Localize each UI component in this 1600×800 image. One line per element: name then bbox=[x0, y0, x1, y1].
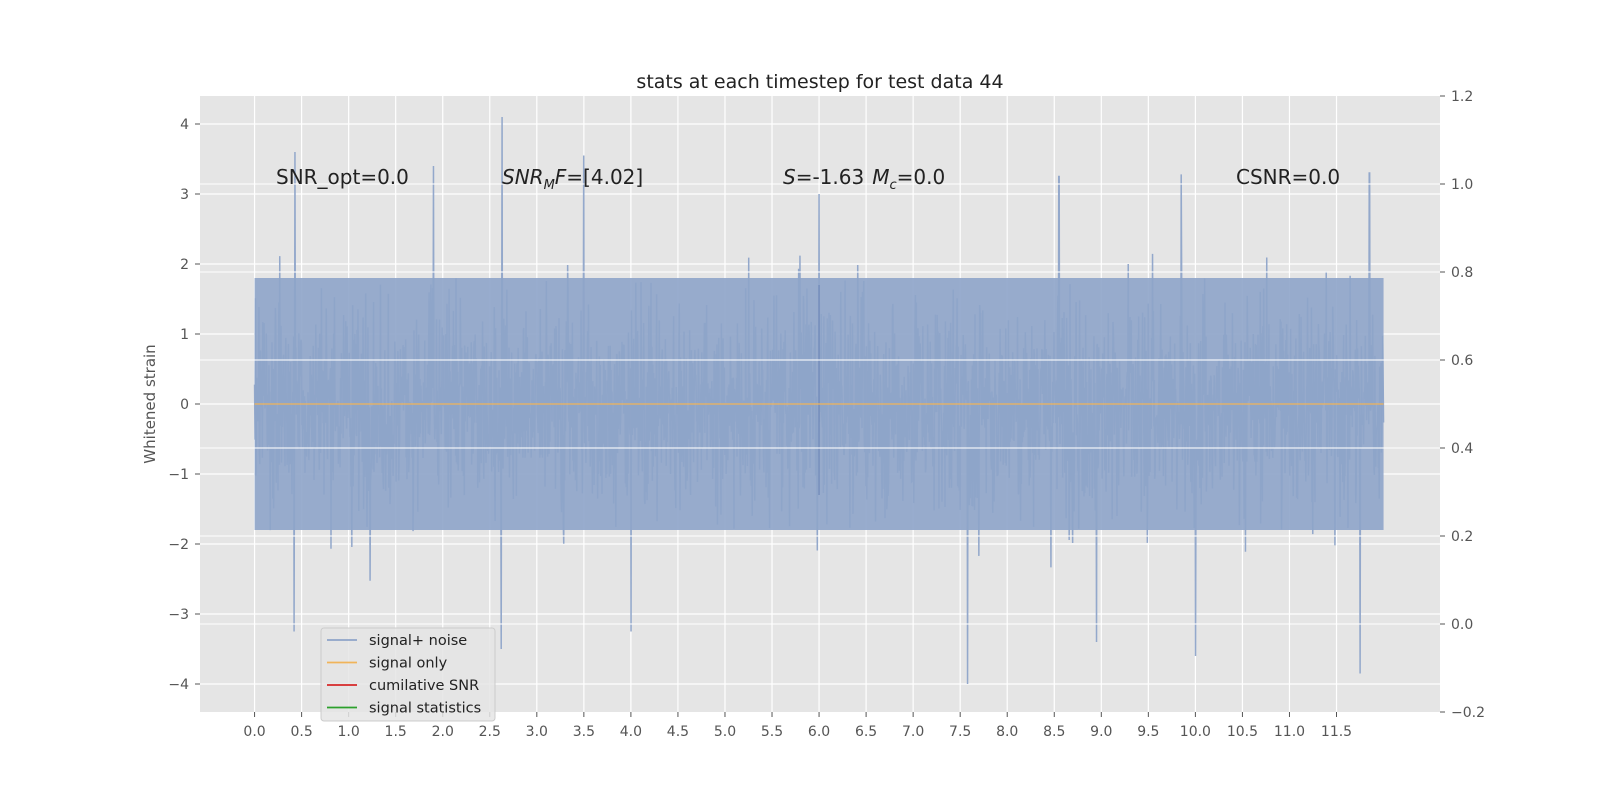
x-tick-label: 11.5 bbox=[1321, 724, 1352, 740]
x-tick-label: 9.0 bbox=[1090, 724, 1112, 740]
x-tick-label: 3.5 bbox=[573, 724, 595, 740]
x-tick-label: 4.0 bbox=[620, 724, 642, 740]
y-tick-label: −2 bbox=[168, 537, 189, 553]
annotation-snr-opt: SNR_opt=0.0 bbox=[276, 165, 409, 189]
y2-tick-label: 1.2 bbox=[1451, 89, 1473, 105]
y2-tick-label: 1.0 bbox=[1451, 177, 1473, 193]
y2-tick-label: 0.2 bbox=[1451, 529, 1473, 545]
x-axis: 0.0 0.5 1.0 1.5 2.0 2.5 3.0 3.5 4.0 4.5 5.0 5.5 6.0 6… bbox=[243, 712, 1352, 740]
annotation-csnr: CSNR=0.0 bbox=[1236, 165, 1340, 189]
x-tick-label: 8.5 bbox=[1043, 724, 1065, 740]
x-tick-label: 8.0 bbox=[996, 724, 1018, 740]
x-tick-label: 1.5 bbox=[385, 724, 407, 740]
y-tick-label: 3 bbox=[180, 187, 189, 203]
secondary-grid bbox=[200, 183, 1440, 625]
annotation-s-label: S bbox=[783, 165, 796, 189]
x-tick-label: 0.5 bbox=[290, 724, 312, 740]
chart-title: stats at each timestep for test data 44 bbox=[636, 71, 1003, 93]
y-tick-label: −3 bbox=[168, 607, 189, 623]
x-tick-label: 1.0 bbox=[338, 724, 360, 740]
annotation-s-mc: S=-1.63 Mc=0.0 bbox=[783, 165, 945, 193]
y2-tick-label: −0.2 bbox=[1451, 705, 1485, 721]
y-tick-label: 0 bbox=[180, 397, 189, 413]
y-axis-label: Whitened strain bbox=[141, 344, 159, 463]
x-tick-label: 6.5 bbox=[855, 724, 877, 740]
legend-label: signal statistics bbox=[369, 701, 481, 717]
x-tick-label: 11.0 bbox=[1274, 724, 1305, 740]
annotation-snr-mf-sub: M bbox=[544, 178, 555, 193]
y2-tick-label: 0.4 bbox=[1451, 441, 1473, 457]
annotation-snr-mf-base: SNR bbox=[502, 165, 544, 189]
legend-box bbox=[320, 627, 496, 722]
y-tick-label: −1 bbox=[168, 467, 189, 483]
x-tick-label: 6.0 bbox=[808, 724, 830, 740]
y-tick-label: 4 bbox=[180, 117, 189, 133]
y-tick-label: 2 bbox=[180, 257, 189, 273]
y2-axis: 1.2 1.0 0.8 0.6 0.4 0.2 0.0 −0.2 bbox=[1440, 89, 1485, 721]
y-axis: 4 3 2 1 0 −1 −2 −3 −4 bbox=[168, 117, 200, 693]
x-tick-label: 10.5 bbox=[1227, 724, 1258, 740]
x-tick-label: 4.5 bbox=[667, 724, 689, 740]
annotation-mc-value: =0.0 bbox=[897, 165, 946, 189]
annotation-snr-mf: SNRMF=[4.02] bbox=[502, 165, 643, 193]
y2-tick-label: 0.6 bbox=[1451, 353, 1473, 369]
annotation-snr-mf-f: F bbox=[555, 165, 567, 189]
y2-tick-label: 0.0 bbox=[1451, 617, 1473, 633]
y-tick-label: −4 bbox=[168, 677, 189, 693]
y-tick-label: 1 bbox=[180, 327, 189, 343]
x-tick-label: 3.0 bbox=[526, 724, 548, 740]
x-tick-label: 0.0 bbox=[243, 724, 265, 740]
x-tick-label: 7.0 bbox=[902, 724, 924, 740]
x-tick-label: 5.0 bbox=[714, 724, 736, 740]
legend-label: cumilative SNR bbox=[369, 678, 479, 694]
annotation-s-value: =-1.63 bbox=[796, 165, 865, 189]
x-tick-label: 9.5 bbox=[1137, 724, 1159, 740]
y2-tick-label: 0.8 bbox=[1451, 265, 1473, 281]
legend-label: signal only bbox=[369, 656, 448, 672]
legend: signal+ noise signal only cumilative SNR si… bbox=[320, 627, 496, 722]
x-tick-label: 7.5 bbox=[949, 724, 971, 740]
annotation-snr-mf-value: =[4.02] bbox=[566, 165, 643, 189]
legend-label: signal+ noise bbox=[369, 633, 467, 649]
annotation-mc-sub: c bbox=[889, 178, 896, 193]
x-tick-label: 2.5 bbox=[479, 724, 501, 740]
annotation-mc-label: M bbox=[872, 165, 889, 189]
x-tick-label: 5.5 bbox=[761, 724, 783, 740]
x-tick-label: 10.0 bbox=[1180, 724, 1211, 740]
x-tick-label: 2.0 bbox=[432, 724, 454, 740]
